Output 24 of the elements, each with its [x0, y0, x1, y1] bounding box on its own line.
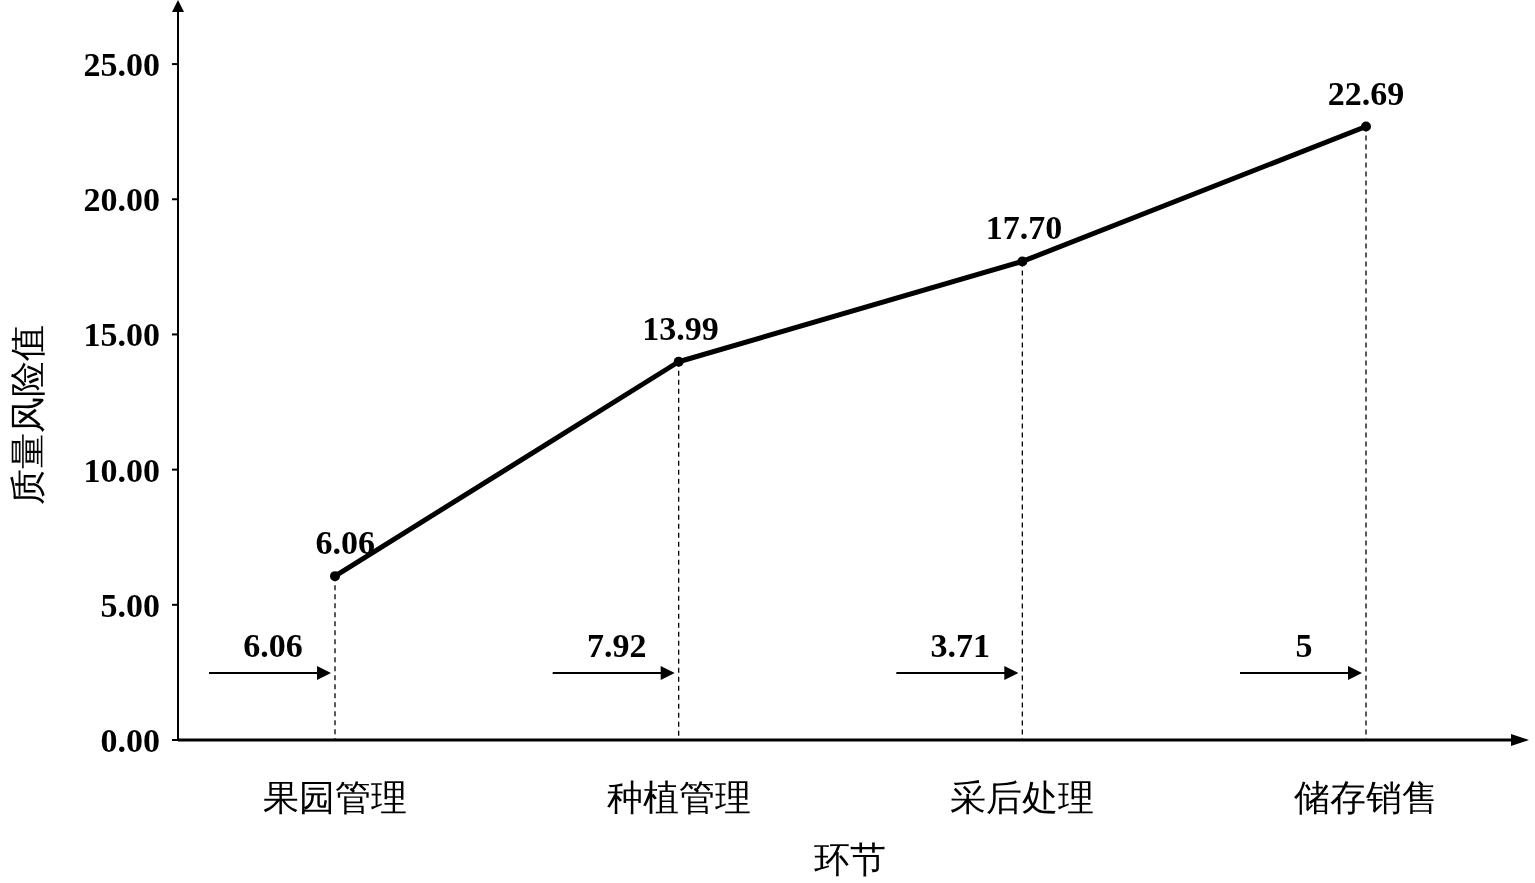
- annotation: 6.06: [243, 627, 303, 664]
- x-tick-label: 果园管理: [263, 777, 407, 818]
- annotation: 7.92: [586, 627, 647, 664]
- data-label: 17.70: [985, 209, 1063, 247]
- y-tick-label: 0.00: [100, 721, 160, 759]
- x-axis-title: 环节: [814, 839, 886, 880]
- annotation: 5: [1295, 627, 1313, 664]
- y-tick-label: 10.00: [83, 451, 160, 489]
- y-tick-label: 5.00: [100, 586, 160, 624]
- point: [673, 356, 684, 367]
- y-tick-label: 20.00: [83, 181, 160, 219]
- point: [330, 571, 340, 582]
- data-label: 13.99: [642, 309, 719, 347]
- x-tick-label: 种植管理: [606, 777, 751, 818]
- point: [1361, 121, 1371, 132]
- y-axis-title: 质量风险值: [7, 325, 48, 505]
- y-tick-label: 15.00: [83, 316, 160, 354]
- point: [1017, 256, 1028, 267]
- data-label: 6.06: [315, 524, 375, 562]
- annotation: 3.71: [930, 627, 991, 664]
- x-tick-label: 储存销售: [1294, 777, 1438, 818]
- y-tick-label: 25.00: [83, 45, 160, 83]
- data-label: 22.69: [1327, 74, 1405, 112]
- x-tick-label: 采后处理: [950, 777, 1095, 818]
